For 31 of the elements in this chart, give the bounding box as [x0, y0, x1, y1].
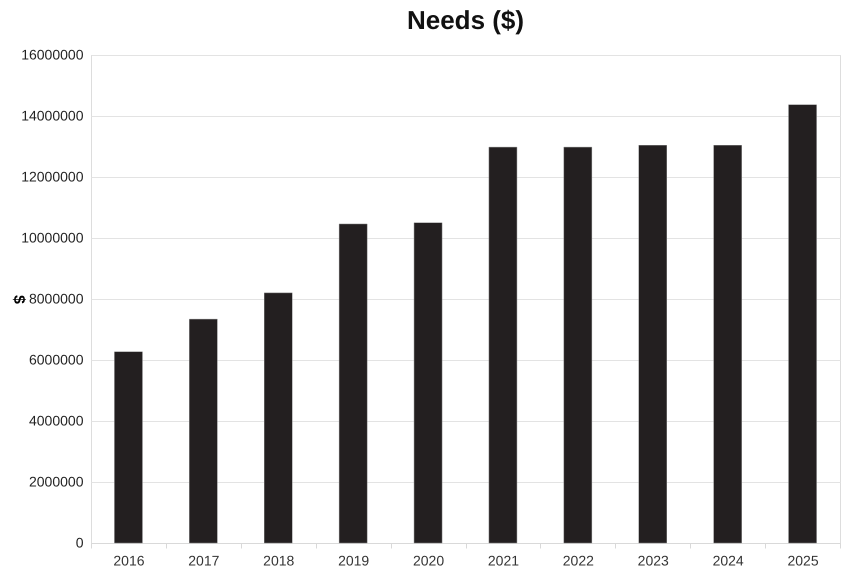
- y-tick-label: 8000000: [28, 290, 84, 306]
- x-tick-label: 2019: [338, 552, 370, 568]
- x-tick-label: 2023: [638, 552, 670, 568]
- y-tick-label: 12000000: [21, 168, 84, 184]
- x-tick-label: 2021: [488, 552, 520, 568]
- y-tick-label: 2000000: [28, 474, 84, 490]
- bar: [638, 145, 667, 544]
- x-tick-label: 2018: [263, 552, 295, 568]
- x-tick-label: 2017: [188, 552, 220, 568]
- y-tick-label: 16000000: [21, 46, 84, 62]
- y-tick-label: 14000000: [21, 108, 84, 124]
- y-tick-label: 10000000: [21, 230, 84, 246]
- bar: [189, 318, 218, 544]
- x-tick-label: 2025: [787, 552, 819, 568]
- x-tick-label: 2022: [562, 552, 594, 568]
- bar: [488, 146, 518, 544]
- chart-title: Needs ($): [406, 5, 524, 35]
- y-tick-label: 6000000: [28, 352, 84, 368]
- bar: [788, 104, 817, 544]
- bar: [713, 145, 742, 544]
- bar: [264, 292, 292, 544]
- x-tick-label: 2016: [113, 552, 145, 568]
- y-tick-label: 4000000: [28, 412, 84, 428]
- bar: [114, 352, 143, 544]
- bar: [564, 146, 592, 544]
- x-tick-label: 2024: [712, 552, 744, 568]
- x-tick-label: 2020: [412, 552, 444, 568]
- y-axis-title: $: [10, 295, 28, 304]
- y-tick-label: 0: [76, 534, 84, 550]
- bar: [414, 222, 442, 544]
- bar: [338, 224, 368, 544]
